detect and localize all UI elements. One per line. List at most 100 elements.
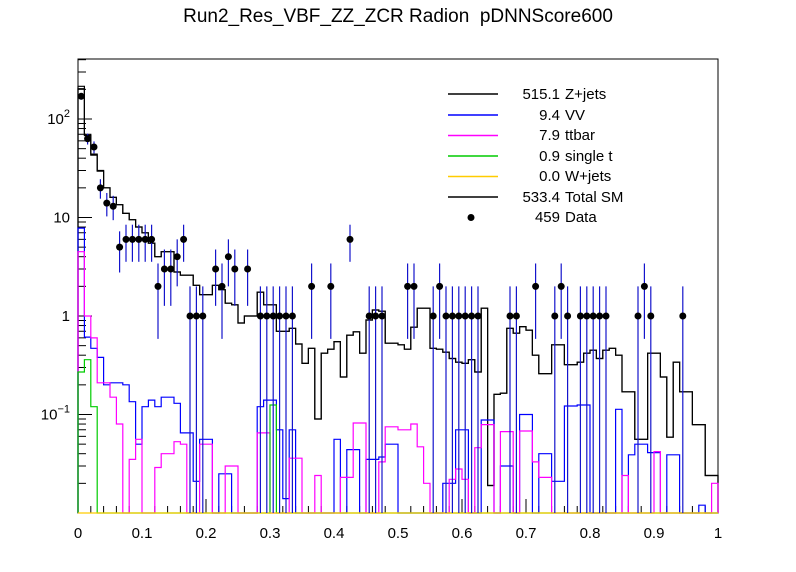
data-point — [576, 312, 584, 320]
data-point — [634, 312, 642, 320]
legend-label: ttbar — [565, 127, 596, 144]
data-markers — [77, 92, 687, 320]
axes: 0 0.1 0.2 0.3 0.4 0.5 0.6 0.7 0.8 0.9 1 102 10 1 10−1 — [41, 59, 722, 542]
x-tick-label: 0.6 — [452, 525, 473, 542]
data-point — [212, 265, 220, 273]
legend-label: W+jets — [565, 168, 612, 185]
data-point — [160, 265, 168, 273]
data-point — [429, 312, 437, 320]
legend-value: 0.0 — [539, 168, 560, 185]
data-point — [84, 135, 92, 143]
legend-item-zjets: 515.1 Z+jets — [448, 85, 606, 104]
data-point — [583, 312, 591, 320]
data-point — [461, 312, 469, 320]
series-total-sm — [77, 85, 719, 513]
y-tick-label: 102 — [47, 108, 70, 128]
data-point — [276, 312, 284, 320]
legend-sample-marker — [467, 214, 475, 221]
data-point — [564, 312, 572, 320]
data-point — [365, 312, 373, 320]
x-tick-label: 0.4 — [324, 525, 345, 542]
data-point — [256, 312, 264, 320]
data-point — [109, 202, 117, 210]
data-point — [218, 282, 226, 290]
plot-title: Run2_Res_VBF_ZZ_ZCR Radion pDNNScore600 — [183, 6, 613, 27]
legend-value: 9.4 — [539, 107, 560, 124]
x-tick-label: 0.2 — [196, 525, 217, 542]
y-tick-label: 10−1 — [41, 404, 70, 424]
data-point — [506, 312, 514, 320]
legend-label: single t — [565, 148, 613, 165]
data-point — [378, 312, 386, 320]
data-point — [122, 235, 130, 243]
data-point — [589, 312, 597, 320]
data-point — [602, 312, 610, 320]
data-point — [224, 253, 232, 261]
x-tick-label: 0.7 — [516, 525, 537, 542]
data-point — [244, 265, 252, 273]
data-point — [116, 243, 124, 251]
data-point — [128, 235, 136, 243]
data-point — [308, 282, 316, 290]
data-point — [468, 312, 476, 320]
legend-item-wjets: 0.0 W+jets — [448, 167, 611, 186]
data-point — [231, 265, 239, 273]
data-point — [404, 282, 412, 290]
data-point — [173, 253, 181, 261]
x-tick-label: 0.3 — [260, 525, 281, 542]
legend-label: Total SM — [565, 189, 624, 206]
data-point — [372, 312, 380, 320]
y-tick-label: 1 — [62, 308, 70, 325]
legend-value: 7.9 — [539, 127, 560, 144]
x-tick-label: 0 — [74, 525, 82, 542]
data-point — [167, 265, 175, 273]
data-point — [199, 312, 207, 320]
data-point — [647, 312, 655, 320]
data-point — [455, 312, 463, 320]
data-point — [103, 199, 111, 207]
data-point — [141, 235, 149, 243]
legend-value: 0.9 — [539, 148, 560, 165]
legend-item-singlet: 0.9 single t — [448, 147, 613, 166]
legend-item-data: 459 Data — [448, 208, 597, 227]
data-point — [327, 282, 335, 290]
data-point — [269, 312, 277, 320]
x-tick-label: 0.8 — [580, 525, 601, 542]
data-point — [154, 282, 162, 290]
legend-label: VV — [565, 107, 586, 124]
data-point — [192, 312, 200, 320]
x-tick-label: 0.9 — [644, 525, 665, 542]
data-point — [557, 282, 565, 290]
data-point — [288, 312, 296, 320]
data-point — [551, 312, 559, 320]
data-error-bars — [80, 93, 684, 513]
data-point — [346, 235, 354, 243]
x-tick-label: 0.1 — [132, 525, 153, 542]
legend-value: 459 — [534, 209, 560, 226]
x-tick-label: 1 — [714, 525, 722, 542]
data-point — [532, 282, 540, 290]
y-tick-label: 10 — [53, 210, 70, 227]
data-point — [474, 312, 482, 320]
data-point — [180, 235, 188, 243]
x-tick-label: 0.5 — [388, 525, 409, 542]
data-point — [90, 143, 98, 151]
data-point — [442, 312, 450, 320]
legend-item-totalsm: 533.4 Total SM — [448, 188, 623, 207]
data-point — [448, 312, 456, 320]
data-point — [512, 312, 520, 320]
legend-value: 515.1 — [522, 86, 560, 103]
data-point — [410, 282, 418, 290]
data-point — [148, 235, 156, 243]
data-point — [282, 312, 290, 320]
data-point — [77, 92, 85, 100]
data-point — [679, 312, 687, 320]
data-point — [436, 282, 444, 290]
data-point — [135, 235, 143, 243]
data-point — [263, 312, 271, 320]
legend-label: Z+jets — [565, 86, 607, 103]
legend-item-ttbar: 7.9 ttbar — [448, 126, 595, 145]
legend-value: 533.4 — [522, 189, 560, 206]
